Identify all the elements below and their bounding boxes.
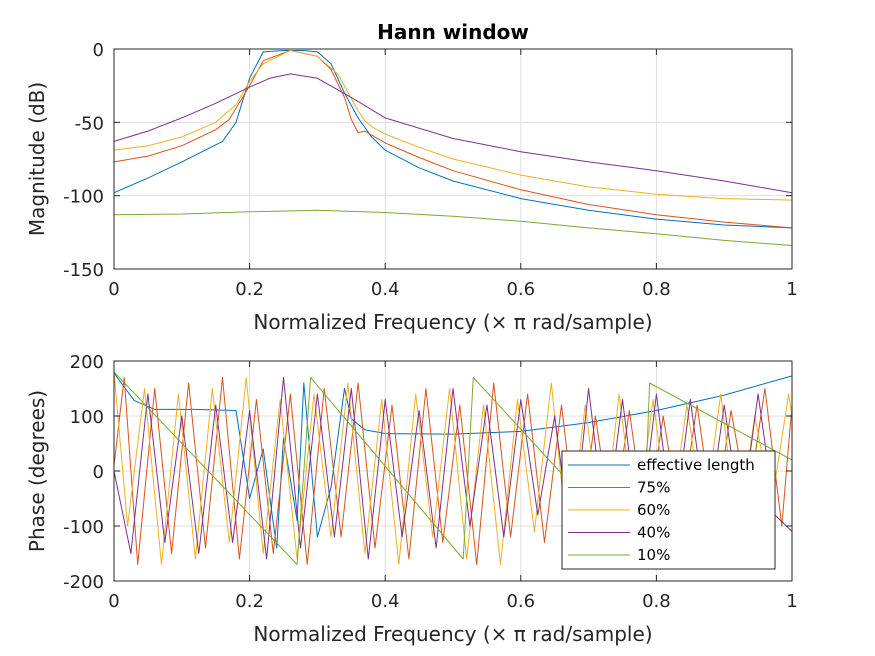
legend-entry: 60% [637,501,670,519]
phase-xlabel: Normalized Frequency (× π rad/sample) [253,622,652,646]
magnitude-title: Hann window [377,20,529,44]
phase-ylabel: Phase (degrees) [25,390,49,552]
series-line-5 [113,209,793,246]
series-line-effective-length [113,372,793,549]
legend: effective length 75% 60% 40% 10% [561,450,776,570]
y-tick-label: -100 [63,517,104,538]
y-tick-label: -50 [75,113,104,134]
y-tick-label: 100 [70,407,104,428]
legend-entry: effective length [637,456,755,474]
magnitude-ylabel: Magnitude (dB) [25,82,49,236]
x-tick-label: 0.2 [235,591,264,612]
legend-entry: 40% [637,524,670,542]
legend-entry: 75% [637,479,670,497]
series-line-4 [113,73,793,194]
x-tick-label: 0.4 [371,591,400,612]
x-tick-label: 0.4 [371,279,400,300]
series-line-2 [113,50,793,229]
series-line-60- [113,371,793,565]
phase-ticks: 0 0.2 0.4 0.6 0.8 1 -200 -100 0 100 200 [63,352,798,612]
magnitude-axes: 0 0.2 0.4 0.6 0.8 1 -150 -100 -50 0 Hann window N… [25,20,798,334]
y-tick-label: -200 [63,572,104,593]
magnitude-ticks: 0 0.2 0.4 0.6 0.8 1 -150 -100 -50 0 [63,40,798,300]
series-line-1 [113,50,793,229]
series-line-10- [113,371,793,565]
y-tick-label: 200 [70,352,104,373]
x-tick-label: 0 [108,279,119,300]
x-tick-label: 1 [786,591,797,612]
magnitude-xlabel: Normalized Frequency (× π rad/sample) [253,310,652,334]
y-tick-label: 0 [93,40,104,61]
x-tick-label: 0 [108,591,119,612]
x-tick-label: 1 [786,279,797,300]
x-tick-label: 0.6 [506,279,535,300]
magnitude-series [113,50,793,246]
x-tick-label: 0.6 [506,591,535,612]
y-tick-label: 0 [93,462,104,483]
x-tick-label: 0.8 [642,591,671,612]
phase-axes: 0 0.2 0.4 0.6 0.8 1 -200 -100 0 100 200 Normalized… [25,352,798,646]
y-tick-label: -100 [63,187,104,208]
x-tick-label: 0.2 [235,279,264,300]
y-tick-label: -150 [63,260,104,281]
legend-entry: 10% [637,546,670,564]
x-tick-label: 0.8 [642,279,671,300]
series-line-3 [113,50,793,201]
magnitude-axes-frame [113,48,793,270]
